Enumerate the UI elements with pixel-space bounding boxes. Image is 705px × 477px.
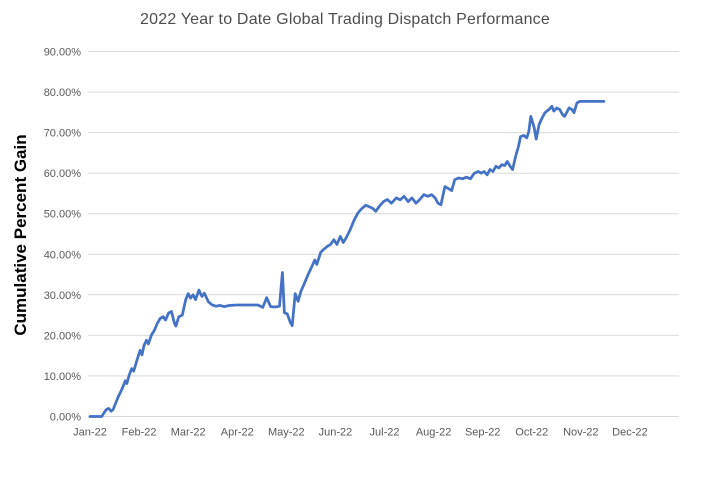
x-tick-label: Jul-22 bbox=[370, 427, 400, 439]
y-tick-label: 60.00% bbox=[44, 168, 82, 180]
x-tick-label: Dec-22 bbox=[612, 427, 647, 439]
x-tick-labels: Jan-22 Feb-22 Mar-22 Apr-22 May-22 Jun-22 Jul-… bbox=[73, 427, 647, 439]
performance-line bbox=[88, 100, 606, 418]
x-tick-label: Jan-22 bbox=[73, 427, 107, 439]
x-tick-label: Mar-22 bbox=[171, 427, 206, 439]
x-tick-label: May-22 bbox=[268, 427, 305, 439]
y-tick-label: 80.00% bbox=[44, 87, 82, 99]
y-tick-label: 40.00% bbox=[44, 249, 82, 261]
chart-title: 2022 Year to Date Global Trading Dispatc… bbox=[140, 11, 550, 28]
x-tick-label: Aug-22 bbox=[416, 427, 451, 439]
y-tick-label: 20.00% bbox=[44, 330, 82, 342]
y-tick-label: 90.00% bbox=[44, 47, 82, 59]
x-tick-label: Jun-22 bbox=[319, 427, 353, 439]
x-tick-label: Nov-22 bbox=[563, 427, 598, 439]
y-tick-label: 0.00% bbox=[50, 412, 81, 424]
y-tick-label: 30.00% bbox=[44, 290, 82, 302]
x-tick-label: Sep-22 bbox=[465, 427, 500, 439]
y-tick-label: 70.00% bbox=[44, 128, 82, 140]
y-tick-labels: 0.00% 10.00% 20.00% 30.00% 40.00% 50.00% 60.00… bbox=[44, 47, 82, 424]
gridlines bbox=[88, 51, 679, 417]
x-tick-label: Feb-22 bbox=[122, 427, 157, 439]
y-tick-label: 50.00% bbox=[44, 209, 82, 221]
x-tick-label: Apr-22 bbox=[221, 427, 254, 439]
x-tick-label: Oct-22 bbox=[515, 427, 548, 439]
y-tick-label: 10.00% bbox=[44, 371, 82, 383]
plot-area bbox=[88, 100, 606, 418]
